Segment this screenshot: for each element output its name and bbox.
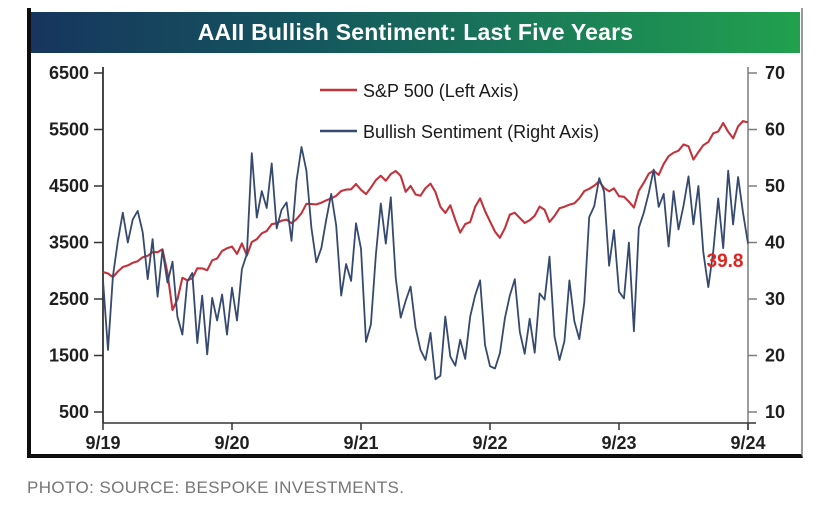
left-axis-tick-label: 6500: [49, 63, 89, 83]
photo-credit: PHOTO: SOURCE: BESPOKE INVESTMENTS.: [27, 478, 405, 497]
left-axis-tick-label: 5500: [49, 120, 89, 140]
chart-title-bar: AAII Bullish Sentiment: Last Five Years: [31, 12, 800, 53]
left-axis-tick-label: 1500: [49, 346, 89, 366]
sentiment-line: [102, 146, 749, 381]
left-axis-tick-label: 2500: [49, 289, 89, 309]
left-axis-tick-label: 4500: [49, 176, 89, 196]
right-axis-tick-label: 30: [765, 289, 785, 309]
x-axis-tick-label: 9/21: [343, 433, 378, 453]
right-axis: 70 60 50 40 30 20 10: [747, 63, 785, 430]
sentiment-chart: 6500 5500 4500 3500 2500 1500 500 70 60 50 40 30 20 1…: [49, 63, 785, 453]
chart-title: AAII Bullish Sentiment: Last Five Years: [197, 19, 634, 45]
right-axis-tick-label: 10: [765, 402, 785, 422]
legend: S&P 500 (Left Axis) Bullish Sentiment (Ri…: [320, 81, 599, 142]
sp500-line: [102, 120, 749, 312]
right-axis-tick-label: 50: [765, 176, 785, 196]
right-axis-tick-label: 60: [765, 120, 785, 140]
right-axis-tick-label: 40: [765, 233, 785, 253]
x-axis-tick-label: 9/22: [472, 433, 507, 453]
annotation-value: 39.8: [707, 251, 744, 272]
right-axis-tick-label: 70: [765, 63, 785, 83]
right-axis-tick-label: 20: [765, 346, 785, 366]
chart-figure: [27, 8, 803, 458]
left-axis: 6500 5500 4500 3500 2500 1500 500: [49, 63, 104, 423]
legend-sp500-label: S&P 500 (Left Axis): [363, 81, 519, 101]
left-axis-tick-label: 3500: [49, 233, 89, 253]
x-axis: 9/19 9/20 9/21 9/22 9/23 9/24: [85, 422, 766, 453]
x-axis-tick-label: 9/24: [730, 433, 765, 453]
x-axis-tick-label: 9/23: [601, 433, 636, 453]
left-axis-tick-label: 500: [59, 402, 89, 422]
legend-sentiment-label: Bullish Sentiment (Right Axis): [363, 122, 599, 142]
x-axis-tick-label: 9/20: [214, 433, 249, 453]
x-axis-tick-label: 9/19: [85, 433, 120, 453]
